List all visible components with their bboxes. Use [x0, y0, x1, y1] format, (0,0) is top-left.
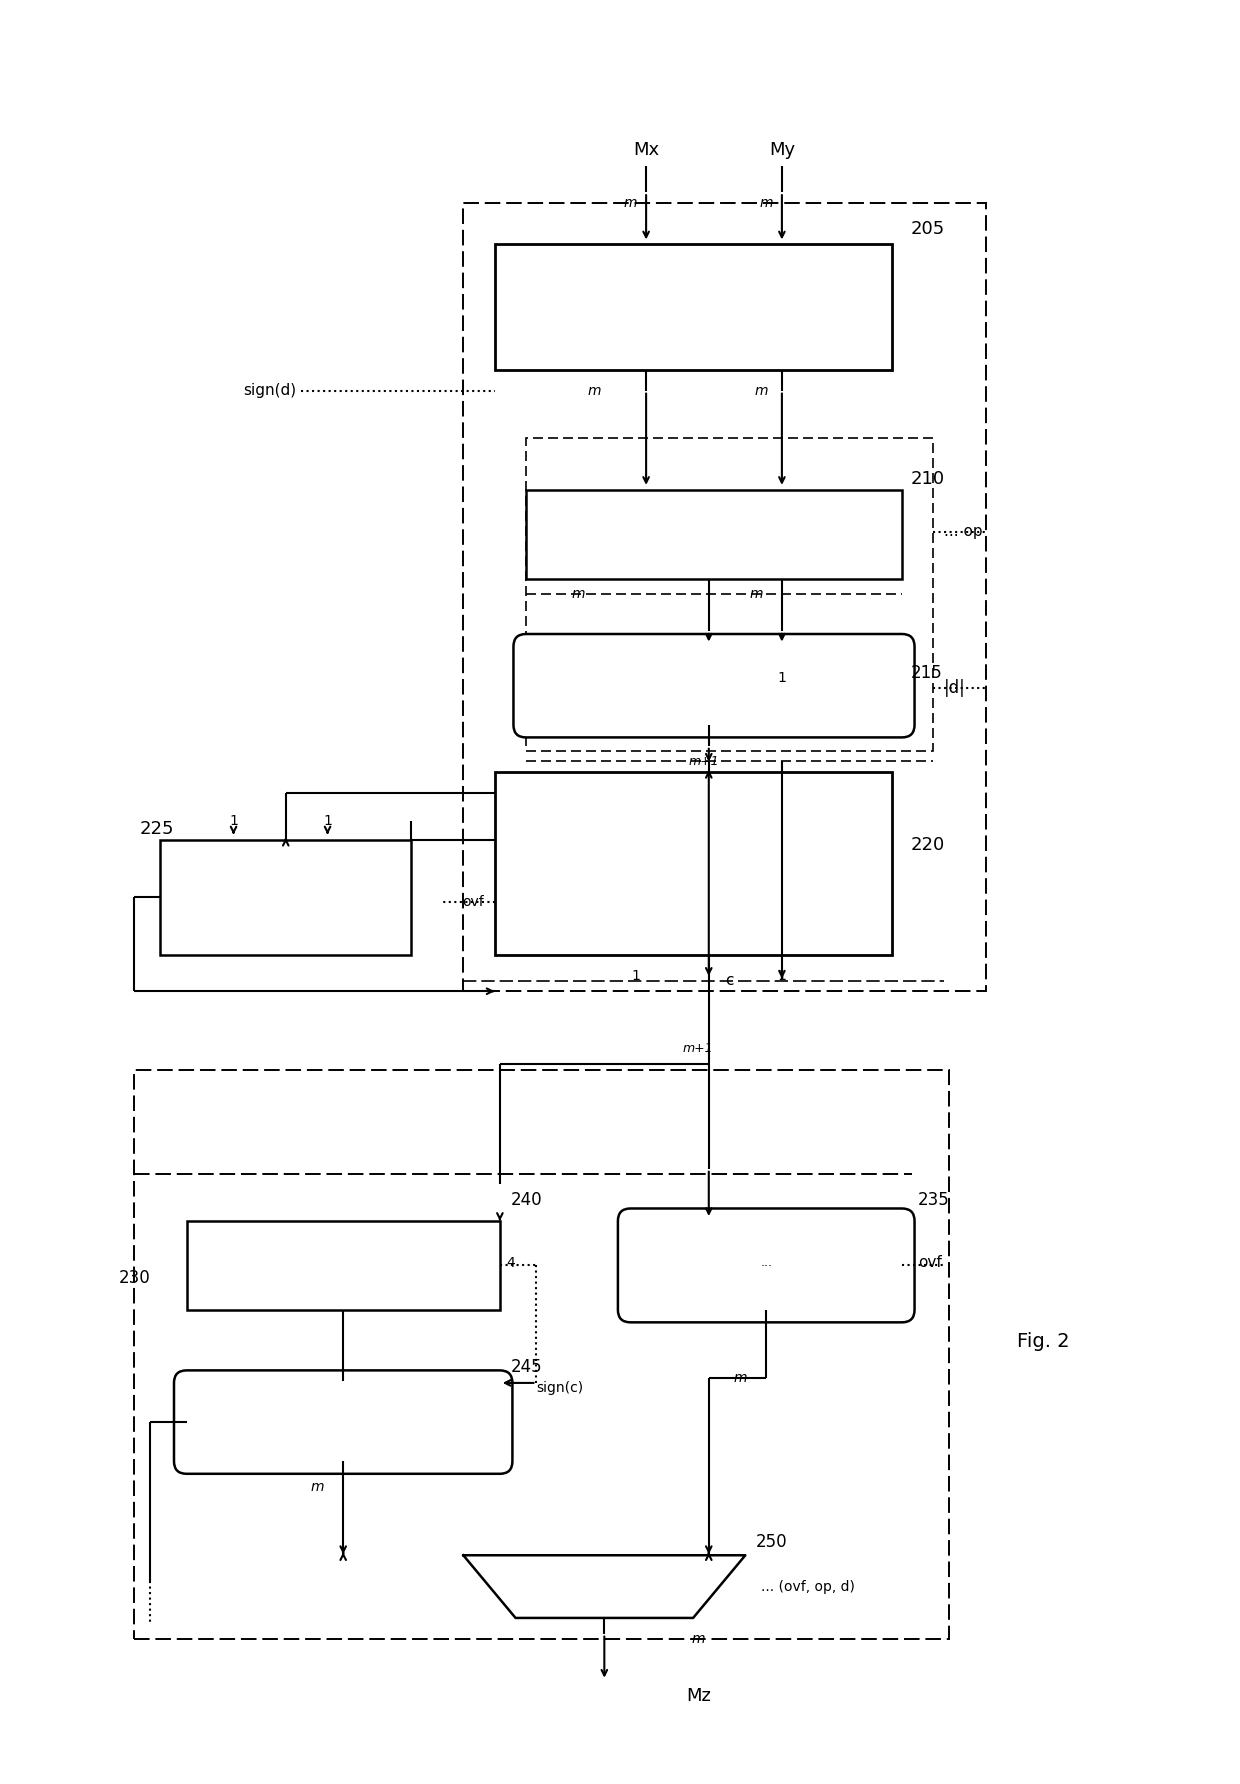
Text: m: m [754, 384, 768, 398]
Text: ovf: ovf [918, 1256, 941, 1270]
Text: m: m [587, 384, 600, 398]
Text: m: m [749, 587, 763, 601]
Bar [495, 244, 892, 369]
Text: ... op: ... op [944, 524, 982, 539]
Text: 1: 1 [229, 814, 238, 828]
Bar [134, 1070, 949, 1639]
Text: sign(d): sign(d) [243, 384, 296, 398]
Text: 1: 1 [777, 969, 786, 983]
FancyBboxPatch shape [174, 1370, 512, 1474]
Text: 1: 1 [324, 814, 332, 828]
Polygon shape [464, 1556, 745, 1618]
Text: Fig. 2: Fig. 2 [1017, 1331, 1070, 1350]
Text: ...: ... [761, 1256, 773, 1268]
Text: 250: 250 [756, 1532, 787, 1550]
Bar [464, 203, 986, 992]
Text: 225: 225 [140, 821, 174, 838]
Text: 210: 210 [910, 471, 945, 489]
Bar [186, 1220, 500, 1309]
Text: m: m [310, 1481, 324, 1495]
Text: m: m [572, 587, 585, 601]
Text: m+1: m+1 [688, 755, 719, 767]
Text: 205: 205 [910, 219, 945, 237]
Bar [495, 772, 892, 954]
Text: 1: 1 [631, 969, 640, 983]
Bar [160, 840, 412, 954]
FancyBboxPatch shape [618, 1208, 915, 1322]
Bar [526, 491, 901, 578]
Text: ovf: ovf [463, 896, 484, 910]
Text: sign(c): sign(c) [537, 1381, 584, 1395]
Text: 245: 245 [511, 1358, 542, 1375]
Text: m: m [733, 1370, 746, 1384]
Text: m+1: m+1 [683, 1042, 714, 1054]
Text: My: My [769, 141, 795, 159]
Text: 4: 4 [506, 1256, 515, 1270]
Text: |d|: |d| [944, 680, 966, 698]
Text: c: c [725, 974, 734, 988]
Text: 220: 220 [910, 837, 945, 855]
Text: m: m [624, 196, 637, 211]
Text: m: m [759, 196, 773, 211]
FancyBboxPatch shape [513, 633, 915, 737]
Text: Mx: Mx [634, 141, 660, 159]
Text: 215: 215 [910, 664, 942, 681]
Text: m: m [692, 1632, 706, 1647]
Text: 240: 240 [511, 1192, 542, 1210]
Text: ... (ovf, op, d): ... (ovf, op, d) [761, 1579, 854, 1593]
Text: 235: 235 [918, 1192, 950, 1210]
Bar [526, 437, 934, 751]
Text: 230: 230 [119, 1270, 150, 1288]
Text: Mz: Mz [686, 1688, 711, 1706]
Text: 1: 1 [777, 671, 786, 685]
